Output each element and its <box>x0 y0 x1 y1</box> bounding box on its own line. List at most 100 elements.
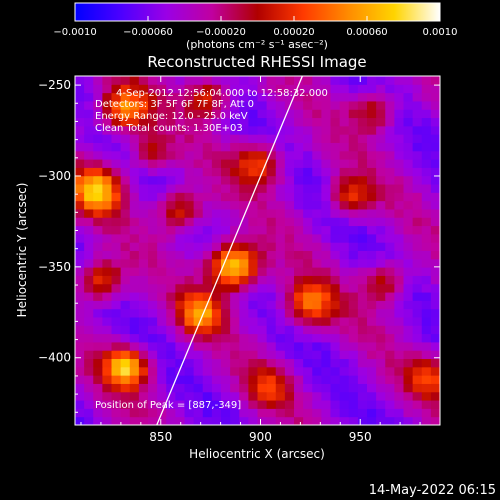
heatmap-pixel <box>385 175 395 185</box>
heatmap-pixel <box>394 208 405 218</box>
heatmap-pixel <box>193 250 204 260</box>
heatmap-pixel <box>421 267 432 276</box>
heatmap-pixel <box>166 400 176 409</box>
heatmap-pixel <box>321 100 332 110</box>
heatmap-pixel <box>84 275 94 285</box>
heatmap-pixel <box>275 275 286 285</box>
heatmap-pixel <box>284 416 295 425</box>
heatmap-pixel <box>275 100 286 110</box>
heatmap-pixel <box>266 225 277 235</box>
heatmap-pixel <box>266 76 277 85</box>
heatmap-pixel <box>230 391 240 401</box>
heatmap-pixel <box>284 408 295 418</box>
heatmap-pixel <box>120 333 131 343</box>
heatmap-pixel <box>312 76 322 85</box>
heatmap-pixel <box>138 109 149 119</box>
heatmap-pixel <box>412 76 423 85</box>
heatmap-pixel <box>376 316 386 326</box>
heatmap-pixel <box>330 267 341 276</box>
heatmap-pixel <box>120 200 131 210</box>
heatmap-pixel <box>148 358 158 368</box>
heatmap-pixel <box>284 208 295 218</box>
heatmap-pixel <box>193 383 204 393</box>
heatmap-pixel <box>248 300 259 310</box>
heatmap-pixel <box>321 150 332 160</box>
heatmap-pixel <box>102 192 113 202</box>
heatmap-pixel <box>403 300 414 310</box>
heatmap-pixel <box>102 134 113 143</box>
heatmap-pixel <box>312 167 322 177</box>
heatmap-pixel <box>193 358 204 368</box>
heatmap-pixel <box>376 142 386 152</box>
heatmap-pixel <box>138 150 149 160</box>
heatmap-pixel <box>166 225 176 235</box>
heatmap-pixel <box>385 125 395 135</box>
heatmap-pixel <box>421 358 432 368</box>
heatmap-pixel <box>339 408 350 418</box>
heatmap-pixel <box>221 233 231 243</box>
heatmap-pixel <box>339 150 350 160</box>
heatmap-pixel <box>129 267 140 276</box>
heatmap-pixel <box>266 208 277 218</box>
heatmap-pixel <box>430 366 440 376</box>
heatmap-pixel <box>394 258 405 268</box>
heatmap-pixel <box>175 92 186 102</box>
heatmap-pixel <box>111 159 122 168</box>
heatmap-pixel <box>367 267 377 276</box>
heatmap-pixel <box>266 408 277 418</box>
heatmap-pixel <box>394 341 405 351</box>
heatmap-pixel <box>193 200 204 210</box>
heatmap-pixel <box>257 316 268 326</box>
heatmap-pixel <box>321 242 332 251</box>
heatmap-pixel <box>403 242 414 251</box>
heatmap-pixel <box>330 159 341 168</box>
heatmap-pixel <box>248 192 259 202</box>
heatmap-pixel <box>211 341 222 351</box>
heatmap-pixel <box>284 192 295 202</box>
heatmap-pixel <box>193 225 204 235</box>
heatmap-pixel <box>148 375 158 384</box>
heatmap-pixel <box>266 400 277 409</box>
heatmap-pixel <box>202 333 213 343</box>
heatmap-pixel <box>138 217 149 227</box>
heatmap-pixel <box>303 341 313 351</box>
heatmap-pixel <box>367 416 377 425</box>
heatmap-pixel <box>211 192 222 202</box>
heatmap-pixel <box>284 117 295 127</box>
heatmap-pixel <box>421 283 432 293</box>
heatmap-pixel <box>138 267 149 276</box>
heatmap-pixel <box>257 175 268 185</box>
heatmap-pixel <box>221 242 231 251</box>
plot-frame <box>74 75 441 426</box>
heatmap-pixel <box>257 333 268 343</box>
heatmap-pixel <box>275 325 286 335</box>
heatmap-pixel <box>412 400 423 409</box>
heatmap-pixel <box>230 325 240 335</box>
heatmap-pixel <box>367 217 377 227</box>
heatmap-pixel <box>357 283 368 293</box>
heatmap-pixel <box>403 366 414 376</box>
heatmap-pixel <box>257 358 268 368</box>
heatmap-pixel <box>421 275 432 285</box>
heatmap-pixel <box>403 375 414 384</box>
heatmap-pixel <box>339 200 350 210</box>
heatmap-pixel <box>157 159 167 168</box>
heatmap-pixel <box>93 341 103 351</box>
heatmap-pixel <box>93 159 103 168</box>
heatmap-pixel <box>102 150 113 160</box>
heatmap-pixel <box>394 325 405 335</box>
heatmap-pixel <box>275 150 286 160</box>
heatmap-pixel <box>403 109 414 119</box>
heatmap-pixel <box>357 350 368 360</box>
heatmap-pixel <box>102 383 113 393</box>
heatmap-pixel <box>367 325 377 335</box>
heatmap-pixel <box>321 292 332 301</box>
heatmap-pixel <box>148 366 158 376</box>
heatmap-pixel <box>93 391 103 401</box>
heatmap-pixel <box>412 292 423 301</box>
heatmap-pixel <box>430 316 440 326</box>
heatmap-pixel <box>193 84 204 94</box>
heatmap-pixel <box>211 125 222 135</box>
heatmap-pixel <box>248 408 259 418</box>
heatmap-pixel <box>148 308 158 318</box>
